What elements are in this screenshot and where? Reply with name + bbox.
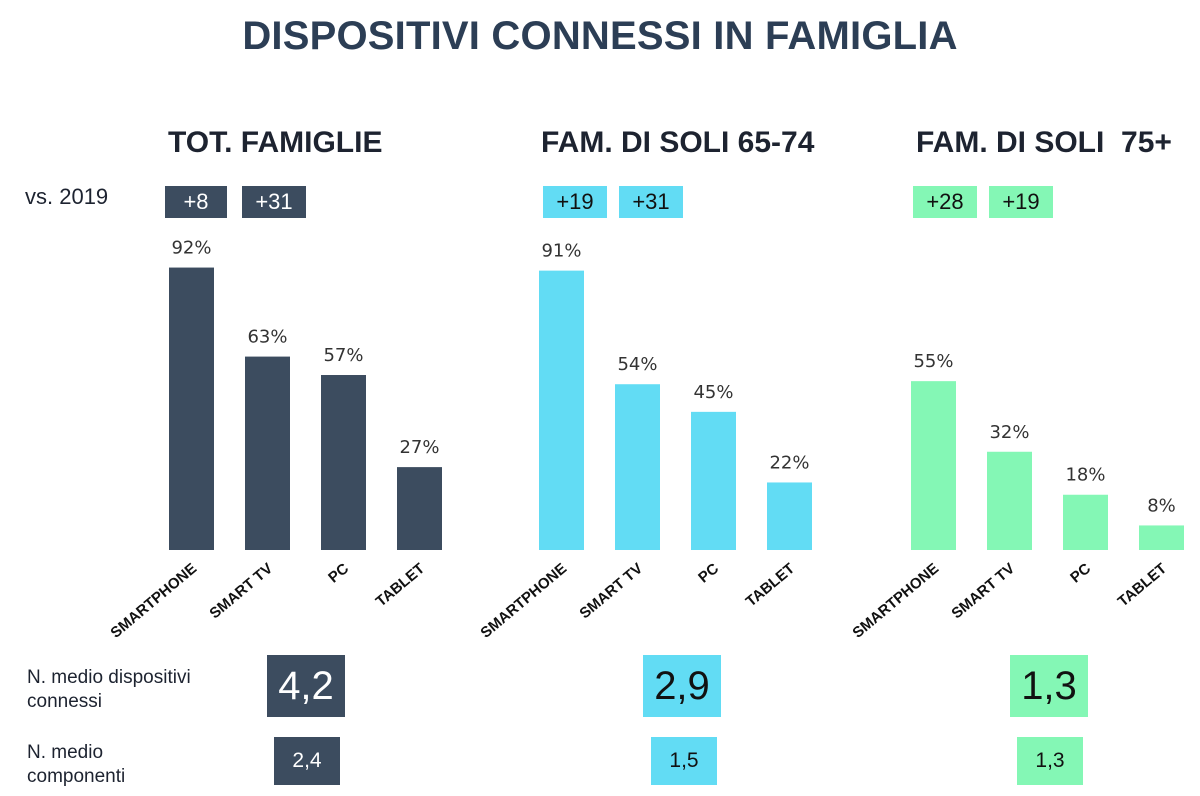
vs2019-badge-75-smartphone: +28 [913, 186, 977, 218]
bar-tot-pc [321, 375, 366, 550]
page-title: DISPOSITIVI CONNESSI IN FAMIGLIA [242, 14, 958, 58]
bar-6574-smart-tv [615, 384, 660, 550]
group-title-65-74: FAM. DI SOLI 65-74 [541, 126, 815, 159]
category-label-6574-3: TABLET [743, 560, 798, 610]
bar-6574-smartphone [539, 270, 584, 550]
vs-2019-label: vs. 2019 [25, 184, 109, 209]
bar-tot-smartphone [169, 267, 214, 550]
value-label-75-3: 8% [1147, 495, 1176, 516]
avg-members-label: N. medio componenti [27, 742, 126, 787]
group-title-75plus: FAM. DI SOLI 75+ [916, 126, 1172, 159]
bar-75-smartphone [911, 381, 956, 550]
avg-devices-tot: 4,2 [267, 655, 345, 717]
value-label-tot-3: 27% [399, 437, 439, 458]
category-label-tot-3: TABLET [373, 560, 428, 610]
avg-members-tot: 2,4 [274, 737, 340, 785]
value-label-75-1: 32% [989, 422, 1029, 443]
avg-members-6574: 1,5 [651, 737, 717, 785]
vs2019-badge-tot-smartphone: +8 [165, 186, 227, 218]
vs2019-badge-6574-smarttv: +31 [619, 186, 683, 218]
vs2019-badge-tot-smarttv: +31 [242, 186, 306, 218]
avg-members-75: 1,3 [1017, 737, 1083, 785]
bar-tot-tablet [397, 467, 442, 550]
group-title-tot: TOT. FAMIGLIE [168, 126, 383, 159]
bar-tot-smart-tv [245, 356, 290, 550]
avg-devices-6574: 2,9 [643, 655, 721, 717]
category-label-tot-0: SMARTPHONE [107, 560, 200, 642]
value-label-tot-0: 92% [171, 238, 211, 259]
value-label-75-0: 55% [913, 351, 953, 372]
category-label-6574-2: PC [695, 560, 722, 587]
category-label-tot-2: PC [325, 560, 352, 587]
bar-75-smart-tv [987, 451, 1032, 550]
category-label-6574-1: SMART TV [576, 560, 646, 622]
value-label-75-2: 18% [1065, 465, 1105, 486]
bar-6574-tablet [767, 482, 812, 550]
vs2019-badge-6574-smartphone: +19 [543, 186, 607, 218]
category-label-tot-1: SMART TV [206, 560, 276, 622]
bar-75-pc [1063, 494, 1108, 550]
bar-6574-pc [691, 411, 736, 550]
category-label-6574-0: SMARTPHONE [477, 560, 570, 642]
value-label-6574-1: 54% [617, 354, 657, 375]
category-label-75-3: TABLET [1115, 560, 1170, 610]
value-label-6574-0: 91% [541, 241, 581, 262]
category-label-75-1: SMART TV [948, 560, 1018, 622]
vs2019-badge-75-smarttv: +19 [989, 186, 1053, 218]
value-label-tot-2: 57% [323, 345, 363, 366]
category-label-75-0: SMARTPHONE [849, 560, 942, 642]
value-label-6574-2: 45% [693, 382, 733, 403]
avg-devices-label: N. medio dispositivi connessi [27, 667, 191, 712]
bar-75-tablet [1139, 525, 1184, 550]
category-label-75-2: PC [1067, 560, 1094, 587]
value-label-6574-3: 22% [769, 452, 809, 473]
value-label-tot-1: 63% [247, 327, 287, 348]
avg-devices-75: 1,3 [1010, 655, 1088, 717]
